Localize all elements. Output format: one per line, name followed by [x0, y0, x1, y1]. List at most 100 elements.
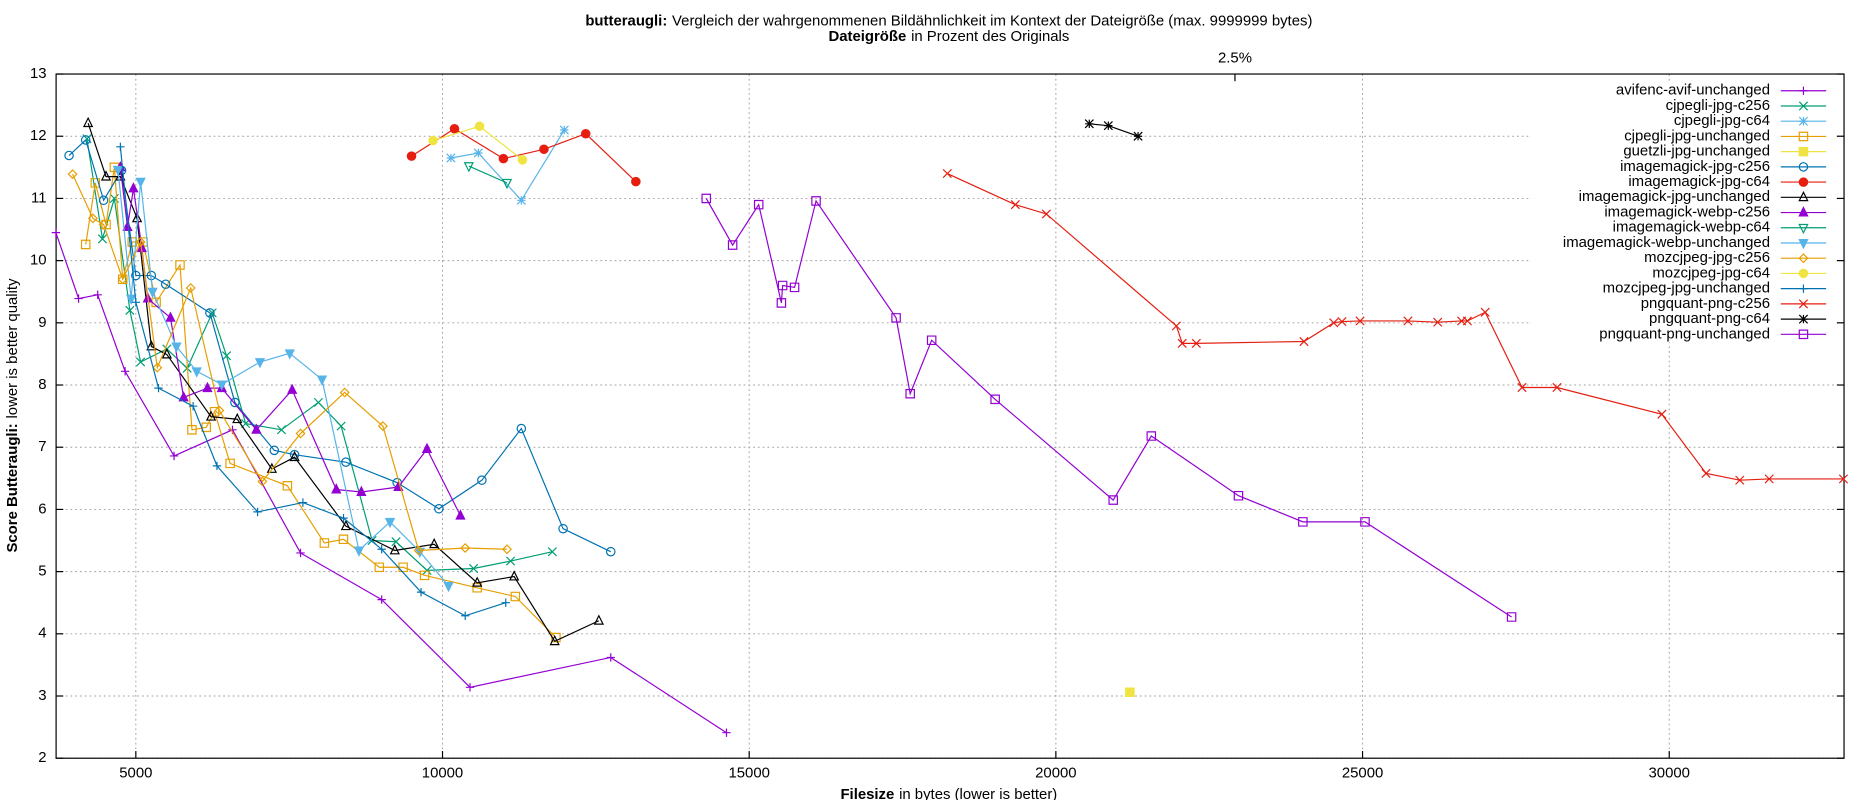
marker: [1798, 101, 1809, 111]
marker: [151, 297, 161, 308]
marker: [339, 513, 348, 523]
marker: [97, 234, 108, 244]
marker: [377, 545, 386, 554]
marker: [1798, 177, 1809, 187]
marker: [269, 445, 280, 456]
subtitle-bold: Dateigröße: [828, 28, 906, 45]
legend-bg: [1531, 129, 1836, 145]
marker: [319, 538, 330, 548]
legend-label: mozcjpeg-jpg-c64: [1652, 264, 1770, 281]
marker: [125, 294, 137, 305]
legend-label: cjpegli-jpg-c256: [1666, 97, 1770, 114]
marker: [313, 397, 324, 408]
y-tick-label: 10: [30, 252, 47, 269]
marker: [1799, 284, 1808, 293]
marker: [1298, 517, 1308, 527]
marker: [298, 498, 308, 507]
y-tick-label: 5: [38, 563, 46, 580]
marker: [501, 598, 510, 607]
marker: [282, 481, 293, 491]
marker: [501, 178, 513, 190]
legend-bg: [1531, 311, 1836, 328]
subtitle-text: in Prozent des Originals: [911, 28, 1069, 45]
series-line: [119, 146, 506, 617]
x-tick-label: 25000: [1342, 765, 1383, 782]
marker: [391, 537, 401, 547]
marker: [117, 274, 128, 285]
series: [1084, 119, 1143, 141]
legend-bg: [1531, 174, 1836, 191]
series-line: [411, 128, 637, 183]
legend-label: imagemagick-webp-c64: [1613, 219, 1770, 236]
legend-label: imagemagick-jpg-c64: [1628, 173, 1770, 190]
marker: [1798, 206, 1809, 217]
marker: [509, 570, 520, 581]
marker: [389, 544, 400, 555]
x-label-bold: Filesize: [840, 786, 894, 800]
legend-label: mozcjpeg-jpg-c256: [1644, 249, 1770, 266]
marker: [1798, 223, 1809, 235]
marker: [160, 279, 171, 290]
marker: [289, 450, 300, 462]
marker: [80, 239, 91, 250]
marker: [64, 150, 74, 161]
marker: [551, 632, 561, 643]
marker: [789, 282, 800, 293]
legend-label: imagemagick-jpg-c256: [1620, 158, 1770, 175]
legend-label: pngquant-png-c64: [1649, 310, 1770, 327]
marker: [891, 313, 901, 323]
marker: [253, 507, 262, 517]
legend-label: imagemagick-webp-c256: [1604, 203, 1770, 220]
marker: [339, 387, 350, 398]
marker: [1657, 409, 1667, 419]
series: [701, 193, 1517, 622]
marker: [100, 170, 112, 181]
marker: [1041, 209, 1051, 219]
legend-label: pngquant-png-unchanged: [1599, 325, 1770, 342]
series: [112, 165, 454, 593]
marker: [1764, 474, 1774, 484]
marker: [175, 260, 185, 270]
series: [463, 162, 513, 190]
marker: [777, 280, 788, 291]
x-tick-label: 20000: [1035, 765, 1076, 782]
y-tick-label: 4: [38, 625, 46, 642]
plot-frame: [55, 73, 1845, 759]
marker: [1798, 116, 1809, 126]
series-line: [947, 173, 1844, 481]
marker: [338, 534, 349, 545]
marker: [131, 298, 141, 307]
legend-bg: [1531, 190, 1836, 206]
series: [1125, 687, 1135, 698]
marker: [1125, 687, 1135, 698]
marker: [185, 282, 196, 294]
marker: [287, 383, 298, 394]
marker: [516, 423, 527, 434]
x-tick-label: 10000: [422, 765, 463, 782]
marker: [82, 116, 94, 128]
marker: [205, 308, 215, 318]
marker: [232, 412, 243, 424]
marker: [87, 213, 98, 224]
marker: [336, 421, 346, 431]
marker: [1299, 336, 1309, 347]
y-tick-label: 7: [38, 438, 46, 455]
series: [942, 168, 1849, 485]
marker: [122, 220, 133, 231]
marker: [701, 193, 712, 204]
series: [67, 169, 512, 556]
marker: [1798, 268, 1809, 279]
marker: [1798, 162, 1809, 172]
marker: [942, 168, 952, 179]
marker: [510, 591, 521, 602]
y-tick-label: 3: [38, 687, 46, 704]
marker: [1103, 121, 1113, 131]
series-line: [468, 165, 508, 184]
marker: [419, 570, 430, 581]
marker: [460, 542, 471, 554]
marker: [434, 504, 444, 514]
marker: [356, 485, 367, 496]
marker: [230, 397, 240, 408]
series-line: [117, 169, 449, 587]
legend-label: imagemagick-jpg-unchanged: [1579, 188, 1770, 205]
